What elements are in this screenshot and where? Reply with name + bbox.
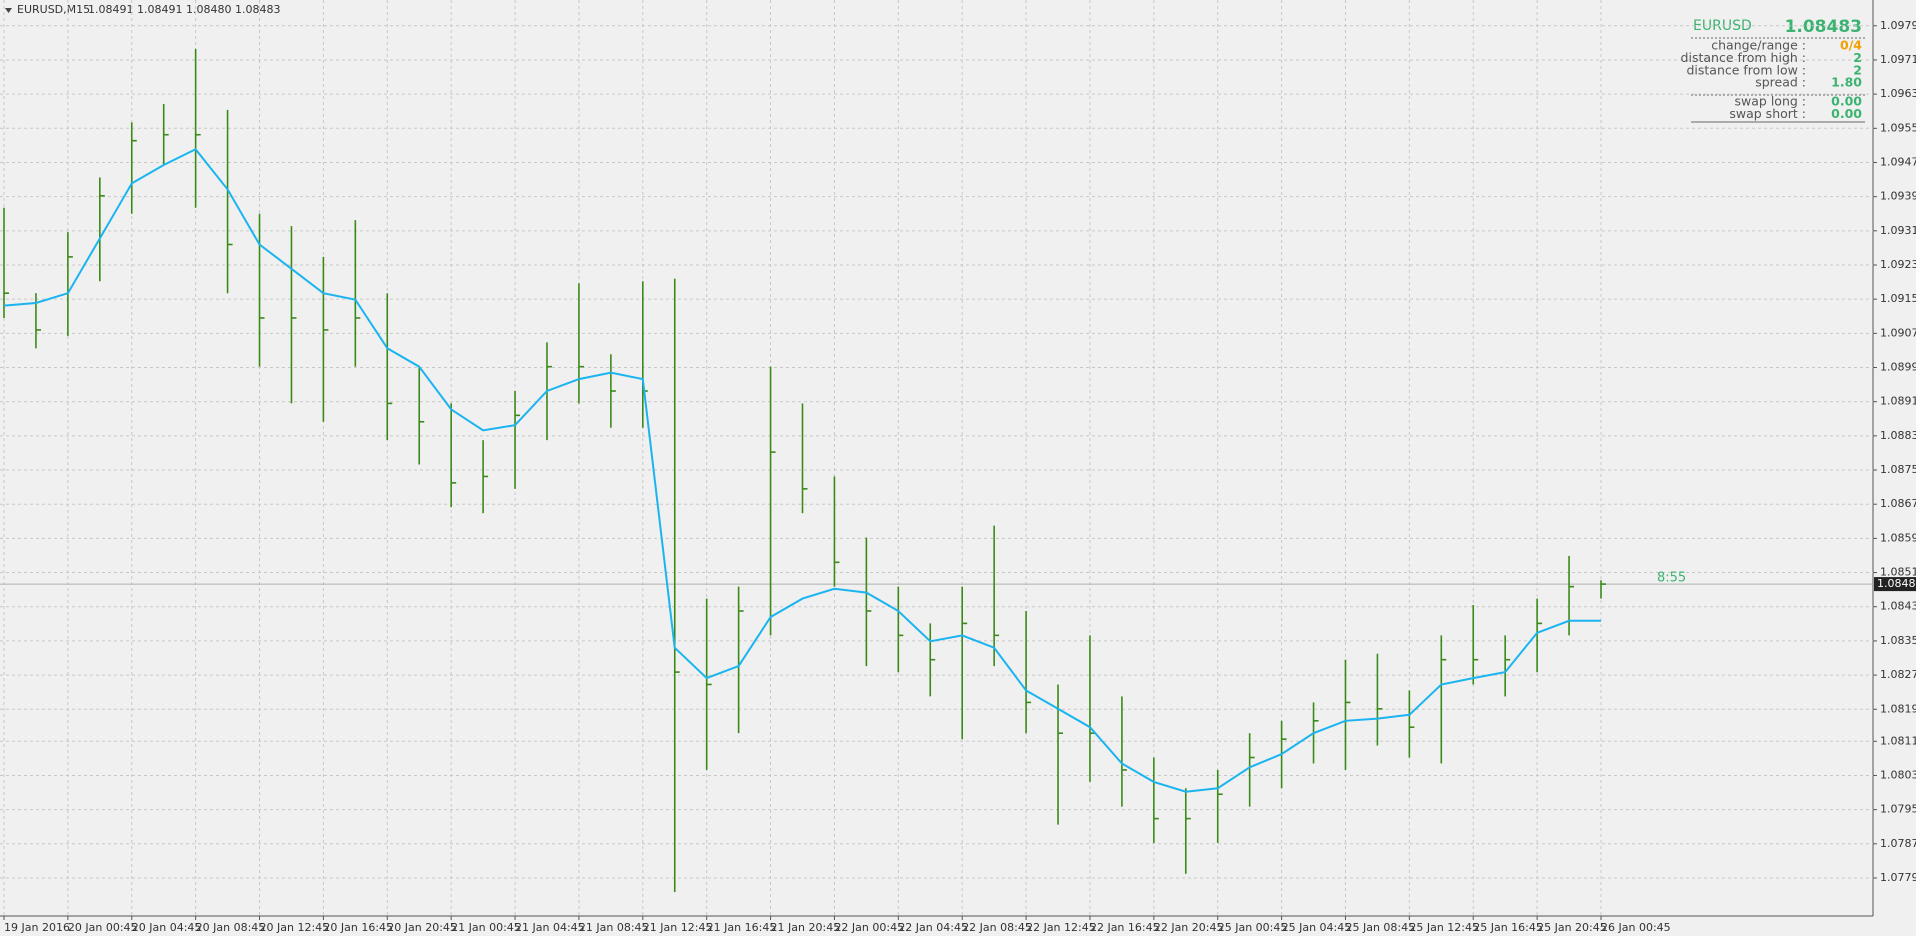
x-tick-label: 25 Jan 16:45 [1473,921,1543,934]
panel-price: 1.08483 [1785,17,1862,37]
x-tick-label: 22 Jan 04:45 [898,921,968,934]
y-tick-label: 1.09710 [1880,53,1916,66]
y-tick-label: 1.09150 [1880,292,1916,305]
y-tick-label: 1.07955 [1880,803,1916,816]
y-tick-label: 1.08590 [1880,531,1916,544]
panel-label: swap short : [1729,106,1806,121]
y-tick-label: 1.08750 [1880,463,1916,476]
y-tick-label: 1.09310 [1880,224,1916,237]
panel-label: swap long : [1735,94,1806,109]
x-tick-label: 21 Jan 04:45 [515,921,585,934]
y-tick-label: 1.09630 [1880,87,1916,100]
y-tick-label: 1.09550 [1880,121,1916,134]
y-tick-label: 1.08350 [1880,634,1916,647]
bar-timer: 8:55 [1657,571,1686,586]
x-tick-label: 21 Jan 20:45 [771,921,841,934]
x-tick-label: 22 Jan 16:45 [1090,921,1160,934]
x-tick-label: 26 Jan 00:45 [1601,921,1671,934]
x-tick-label: 20 Jan 20:45 [387,921,457,934]
panel-label: spread : [1755,75,1806,90]
x-tick-label: 20 Jan 04:45 [132,921,202,934]
x-tick-label: 20 Jan 00:45 [68,921,138,934]
y-tick-label: 1.07875 [1880,837,1916,850]
y-tick-label: 1.09070 [1880,326,1916,339]
current-price-box [1874,577,1916,592]
panel-value: 2 [1853,50,1862,65]
x-tick-label: 20 Jan 12:45 [260,921,330,934]
y-tick-label: 1.08430 [1880,600,1916,613]
y-tick-label: 1.08670 [1880,497,1916,510]
x-tick-label: 21 Jan 12:45 [643,921,713,934]
x-tick-label: 22 Jan 00:45 [834,921,904,934]
y-tick-label: 1.08035 [1880,768,1916,781]
x-tick-label: 22 Jan 12:45 [1026,921,1096,934]
y-tick-label: 1.08990 [1880,361,1916,374]
x-tick-label: 21 Jan 16:45 [707,921,777,934]
y-tick-label: 1.08190 [1880,702,1916,715]
x-tick-label: 22 Jan 20:45 [1154,921,1224,934]
x-tick-label: 25 Jan 08:45 [1345,921,1415,934]
y-tick-label: 1.08270 [1880,668,1916,681]
y-tick-label: 1.09230 [1880,258,1916,271]
x-tick-label: 25 Jan 12:45 [1409,921,1479,934]
x-tick-label: 25 Jan 20:45 [1537,921,1607,934]
y-tick-label: 1.09790 [1880,19,1916,32]
current-price-label: 1.08483 [1877,577,1916,590]
moving-average [3,147,1601,793]
y-tick-label: 1.07795 [1880,871,1916,884]
y-tick-label: 1.08830 [1880,429,1916,442]
x-tick-label: 22 Jan 08:45 [962,921,1032,934]
x-tick-label: 19 Jan 2016 [4,921,70,934]
panel-value: 0.00 [1831,94,1862,109]
y-tick-label: 1.08510 [1880,566,1916,579]
x-tick-label: 21 Jan 00:45 [451,921,521,934]
y-tick-label: 1.08115 [1880,734,1916,747]
header-ohlc: 1.08491 1.08491 1.08480 1.08483 [88,3,280,16]
x-tick-label: 20 Jan 16:45 [323,921,393,934]
panel-value: 2 [1853,62,1862,77]
panel-label: change/range : [1711,38,1806,53]
x-tick-label: 25 Jan 00:45 [1218,921,1288,934]
panel-value: 0/4 [1840,38,1862,53]
x-tick-label: 21 Jan 08:45 [579,921,649,934]
y-tick-label: 1.09470 [1880,155,1916,168]
panel-value: 0.00 [1831,106,1862,121]
chart-title: EURUSD,M15 [17,3,90,16]
panel-label: distance from low : [1686,62,1806,77]
x-tick-label: 20 Jan 08:45 [196,921,266,934]
panel-value: 1.80 [1831,75,1862,90]
panel-label: distance from high : [1681,50,1806,65]
y-tick-label: 1.08910 [1880,395,1916,408]
x-tick-label: 25 Jan 04:45 [1282,921,1352,934]
header-arrow [5,8,12,13]
y-tick-label: 1.09390 [1880,190,1916,203]
